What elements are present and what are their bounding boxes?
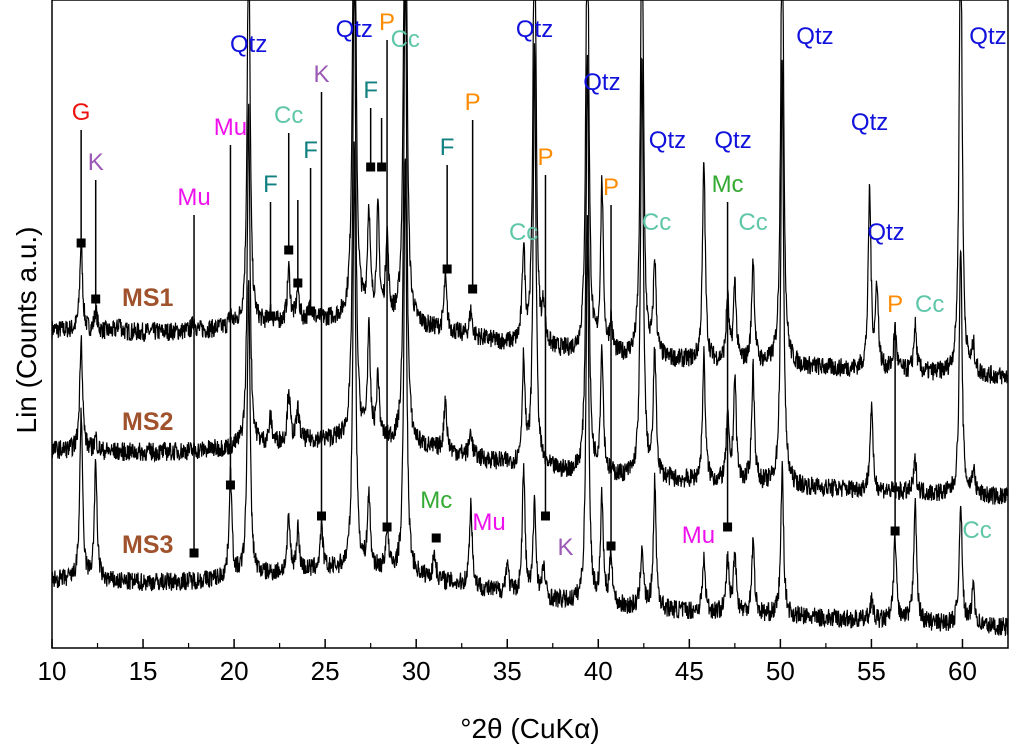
phase-marker xyxy=(890,526,900,536)
phase-label: Qtz xyxy=(867,219,904,246)
phase-label: Mc xyxy=(712,171,744,198)
phase-marker xyxy=(306,306,316,316)
phase-label: P xyxy=(379,9,395,36)
phase-marker xyxy=(317,511,327,521)
phase-label: P xyxy=(887,291,903,318)
phase-marker xyxy=(189,548,199,558)
phase-marker xyxy=(366,162,376,172)
phase-marker xyxy=(723,522,733,532)
phase-marker xyxy=(606,541,616,551)
x-tick-label: 35 xyxy=(493,656,522,686)
phase-label: Mc xyxy=(420,487,452,514)
phase-label: Mu xyxy=(177,184,210,211)
phase-label: Qtz xyxy=(714,127,751,154)
phase-label: Qtz xyxy=(851,109,888,136)
x-tick-label: 15 xyxy=(129,656,158,686)
phase-marker xyxy=(442,264,452,274)
x-tick-label: 10 xyxy=(38,656,67,686)
phase-marker xyxy=(293,278,303,288)
x-tick-label: 25 xyxy=(311,656,340,686)
x-tick-label: 40 xyxy=(584,656,613,686)
trace-ms2 xyxy=(51,0,1009,505)
phase-label: Cc xyxy=(509,219,538,246)
phase-label: Qtz xyxy=(336,16,373,43)
phase-label: F xyxy=(263,171,278,198)
phase-label: Mu xyxy=(472,509,505,536)
sample-labels: MS1 MS2 MS3 xyxy=(122,284,174,559)
phase-marker xyxy=(225,480,235,490)
phase-label: Cc xyxy=(391,26,420,53)
phase-label: Qtz xyxy=(649,127,686,154)
phase-label: K xyxy=(558,534,574,561)
phase-marker xyxy=(266,311,276,321)
phase-label: Qtz xyxy=(230,31,267,58)
phase-label: F xyxy=(440,134,455,161)
plot-frame xyxy=(51,0,1009,649)
phase-marker xyxy=(91,294,101,304)
phase-label: Cc xyxy=(738,209,767,236)
y-axis-label: Lin (Counts a.u.) xyxy=(11,227,42,434)
phase-label: P xyxy=(465,89,481,116)
phase-label: Qtz xyxy=(583,69,620,96)
phase-label: Qtz xyxy=(969,23,1006,50)
trace-ms1 xyxy=(51,0,1009,385)
phase-label: P xyxy=(603,174,619,201)
x-tick-label: 45 xyxy=(675,656,704,686)
x-axis-label: °2θ (CuKα) xyxy=(460,713,599,744)
sample-label-ms3: MS3 xyxy=(122,531,173,559)
phase-marker xyxy=(76,238,86,248)
phase-marker xyxy=(431,533,441,543)
phase-label: Mu xyxy=(682,522,715,549)
sample-label-ms2: MS2 xyxy=(122,408,173,436)
phase-label: Mu xyxy=(214,114,247,141)
phase-label: K xyxy=(88,149,104,176)
phase-label: P xyxy=(537,144,553,171)
sample-label-ms1: MS1 xyxy=(122,284,174,312)
phase-label: Cc xyxy=(642,209,671,236)
phase-label: F xyxy=(303,137,318,164)
x-tick-label: 50 xyxy=(766,656,795,686)
trace-ms3 xyxy=(51,141,1009,636)
phase-label: Cc xyxy=(915,291,944,318)
phase-label: K xyxy=(313,61,329,88)
x-axis-ticks: 10 15 20 25 30 35 40 45 50 55 60 xyxy=(38,639,977,686)
phase-annotations: GKMuMuQtzFCcFKQtzFPCcFMcPMuCcQtzPKQtzPCc… xyxy=(72,9,1007,561)
phase-marker xyxy=(377,162,387,172)
phase-label: Qtz xyxy=(516,16,553,43)
phase-label: Qtz xyxy=(796,23,833,50)
x-tick-label: 55 xyxy=(857,656,886,686)
phase-marker xyxy=(284,245,294,255)
phase-marker xyxy=(382,522,392,532)
diffraction-traces xyxy=(51,0,1009,636)
phase-marker xyxy=(468,284,478,294)
phase-label: Cc xyxy=(274,102,303,129)
x-tick-label: 60 xyxy=(948,656,977,686)
x-tick-label: 30 xyxy=(402,656,431,686)
x-tick-label: 20 xyxy=(220,656,249,686)
phase-label: Cc xyxy=(962,517,991,544)
phase-marker xyxy=(540,511,550,521)
phase-label: F xyxy=(363,77,378,104)
phase-label: G xyxy=(72,99,91,126)
